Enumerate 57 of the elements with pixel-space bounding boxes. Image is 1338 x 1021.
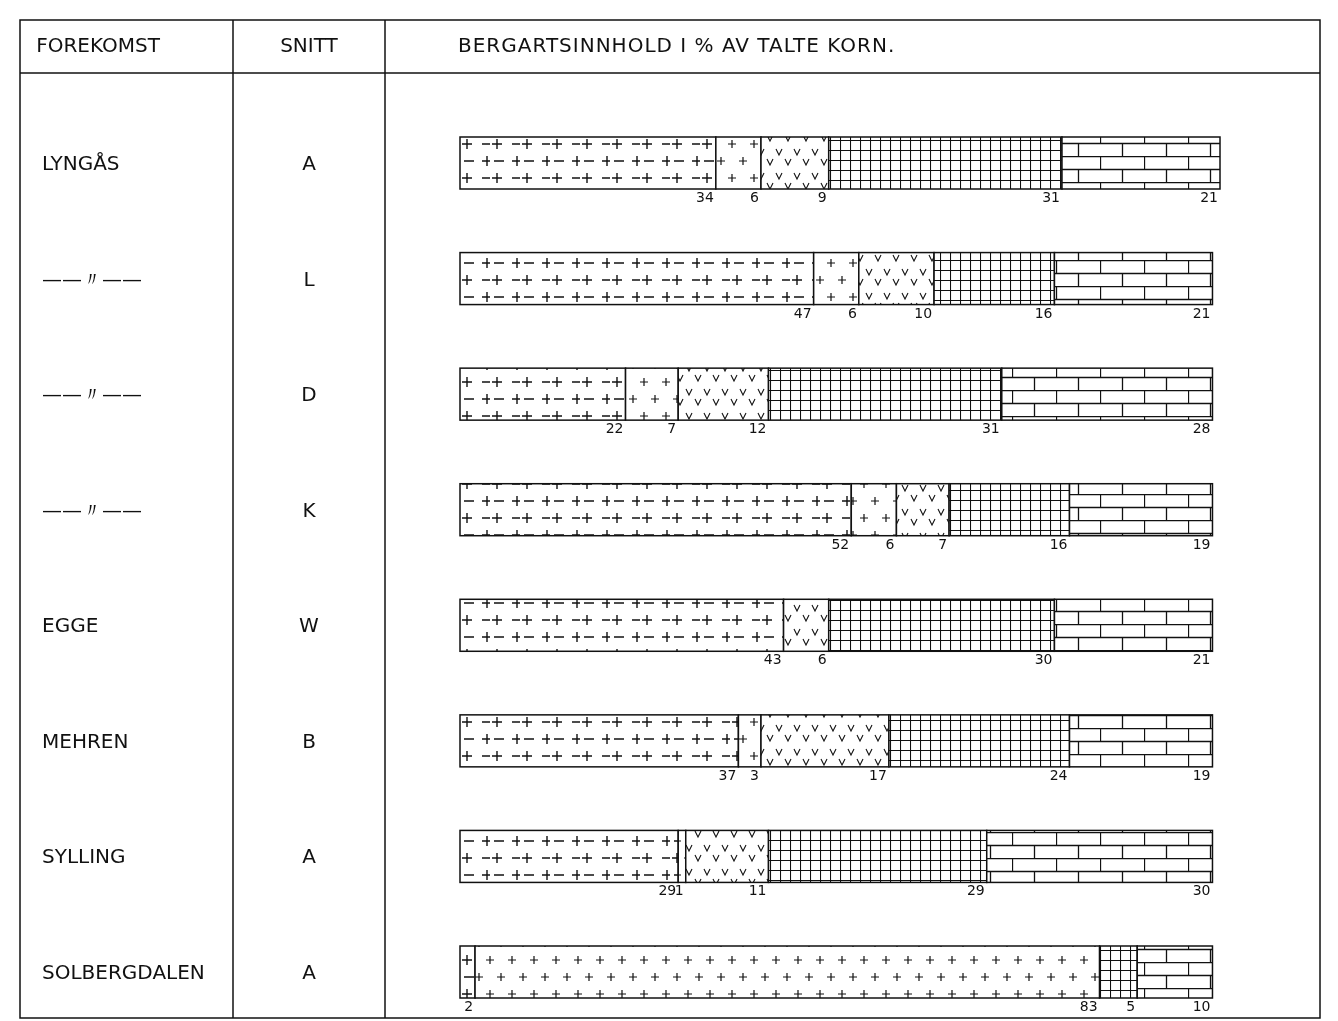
data-label: 31 [1042,189,1060,205]
data-label: 6 [817,651,827,668]
text: FOREKOMST [36,33,161,57]
y-tick-label: A [302,151,317,175]
text: SOLBERGDALEN [42,960,205,984]
data-label: 6 [750,189,760,205]
data-label: 30 [1034,651,1053,668]
text: EGGE [42,613,99,638]
data-label: 16 [1049,535,1068,552]
y-axis-title: SNITT [280,33,339,57]
y-tick-label: A [302,960,317,984]
data-label: 5 [1126,998,1136,1014]
text: ——〃—— [42,382,142,407]
data-label: 6 [847,304,857,321]
y-tick-label: K [302,497,317,522]
data-label: 12 [748,420,767,437]
data-label: 34 [696,189,714,205]
y-tick-label: L [303,266,316,291]
y-tick-label: B [302,728,316,753]
data-label: 17 [869,766,887,783]
data-label: 10 [914,304,933,321]
data-label: 7 [938,535,948,552]
data-label: 31 [981,420,1000,437]
y-tick-label: D [301,382,317,407]
data-label: 47 [793,304,812,321]
data-label: 11 [748,882,767,899]
data-label: 28 [1192,420,1211,437]
text: ——〃—— [42,266,142,291]
data-label: 21 [1192,304,1211,321]
data-label: 16 [1034,304,1053,321]
chart-title: BERGARTSINNHOLD I % AV TALTE KORN. [458,33,896,57]
data-label: 29 [966,882,985,899]
data-label: 37 [718,766,737,783]
data-label: 19 [1192,535,1211,552]
data-label: 10 [1192,998,1211,1014]
data-label: 83 [1079,998,1098,1014]
data-label: 3 [750,766,759,783]
data-label: 6 [885,535,895,552]
data-label: 24 [1049,766,1068,783]
text: LYNGÅS [42,151,120,175]
data-label: 19 [1192,766,1211,783]
data-label: 7 [667,420,677,437]
data-label: 52 [831,535,850,552]
data-label: 22 [605,420,624,437]
data-label: 1 [674,882,684,899]
y-tick-label: W [299,613,320,638]
y-tick-label: A [302,844,317,869]
text: MEHREN [42,728,129,753]
data-label: 9 [817,189,827,205]
data-label: 21 [1200,189,1218,205]
data-label: 30 [1192,882,1211,899]
data-label: 29 [658,882,677,899]
text: SYLLING [42,844,126,869]
data-label: 2 [464,998,474,1014]
data-label: 43 [763,651,782,668]
data-label: 21 [1192,651,1211,668]
text: ——〃—— [42,497,142,522]
